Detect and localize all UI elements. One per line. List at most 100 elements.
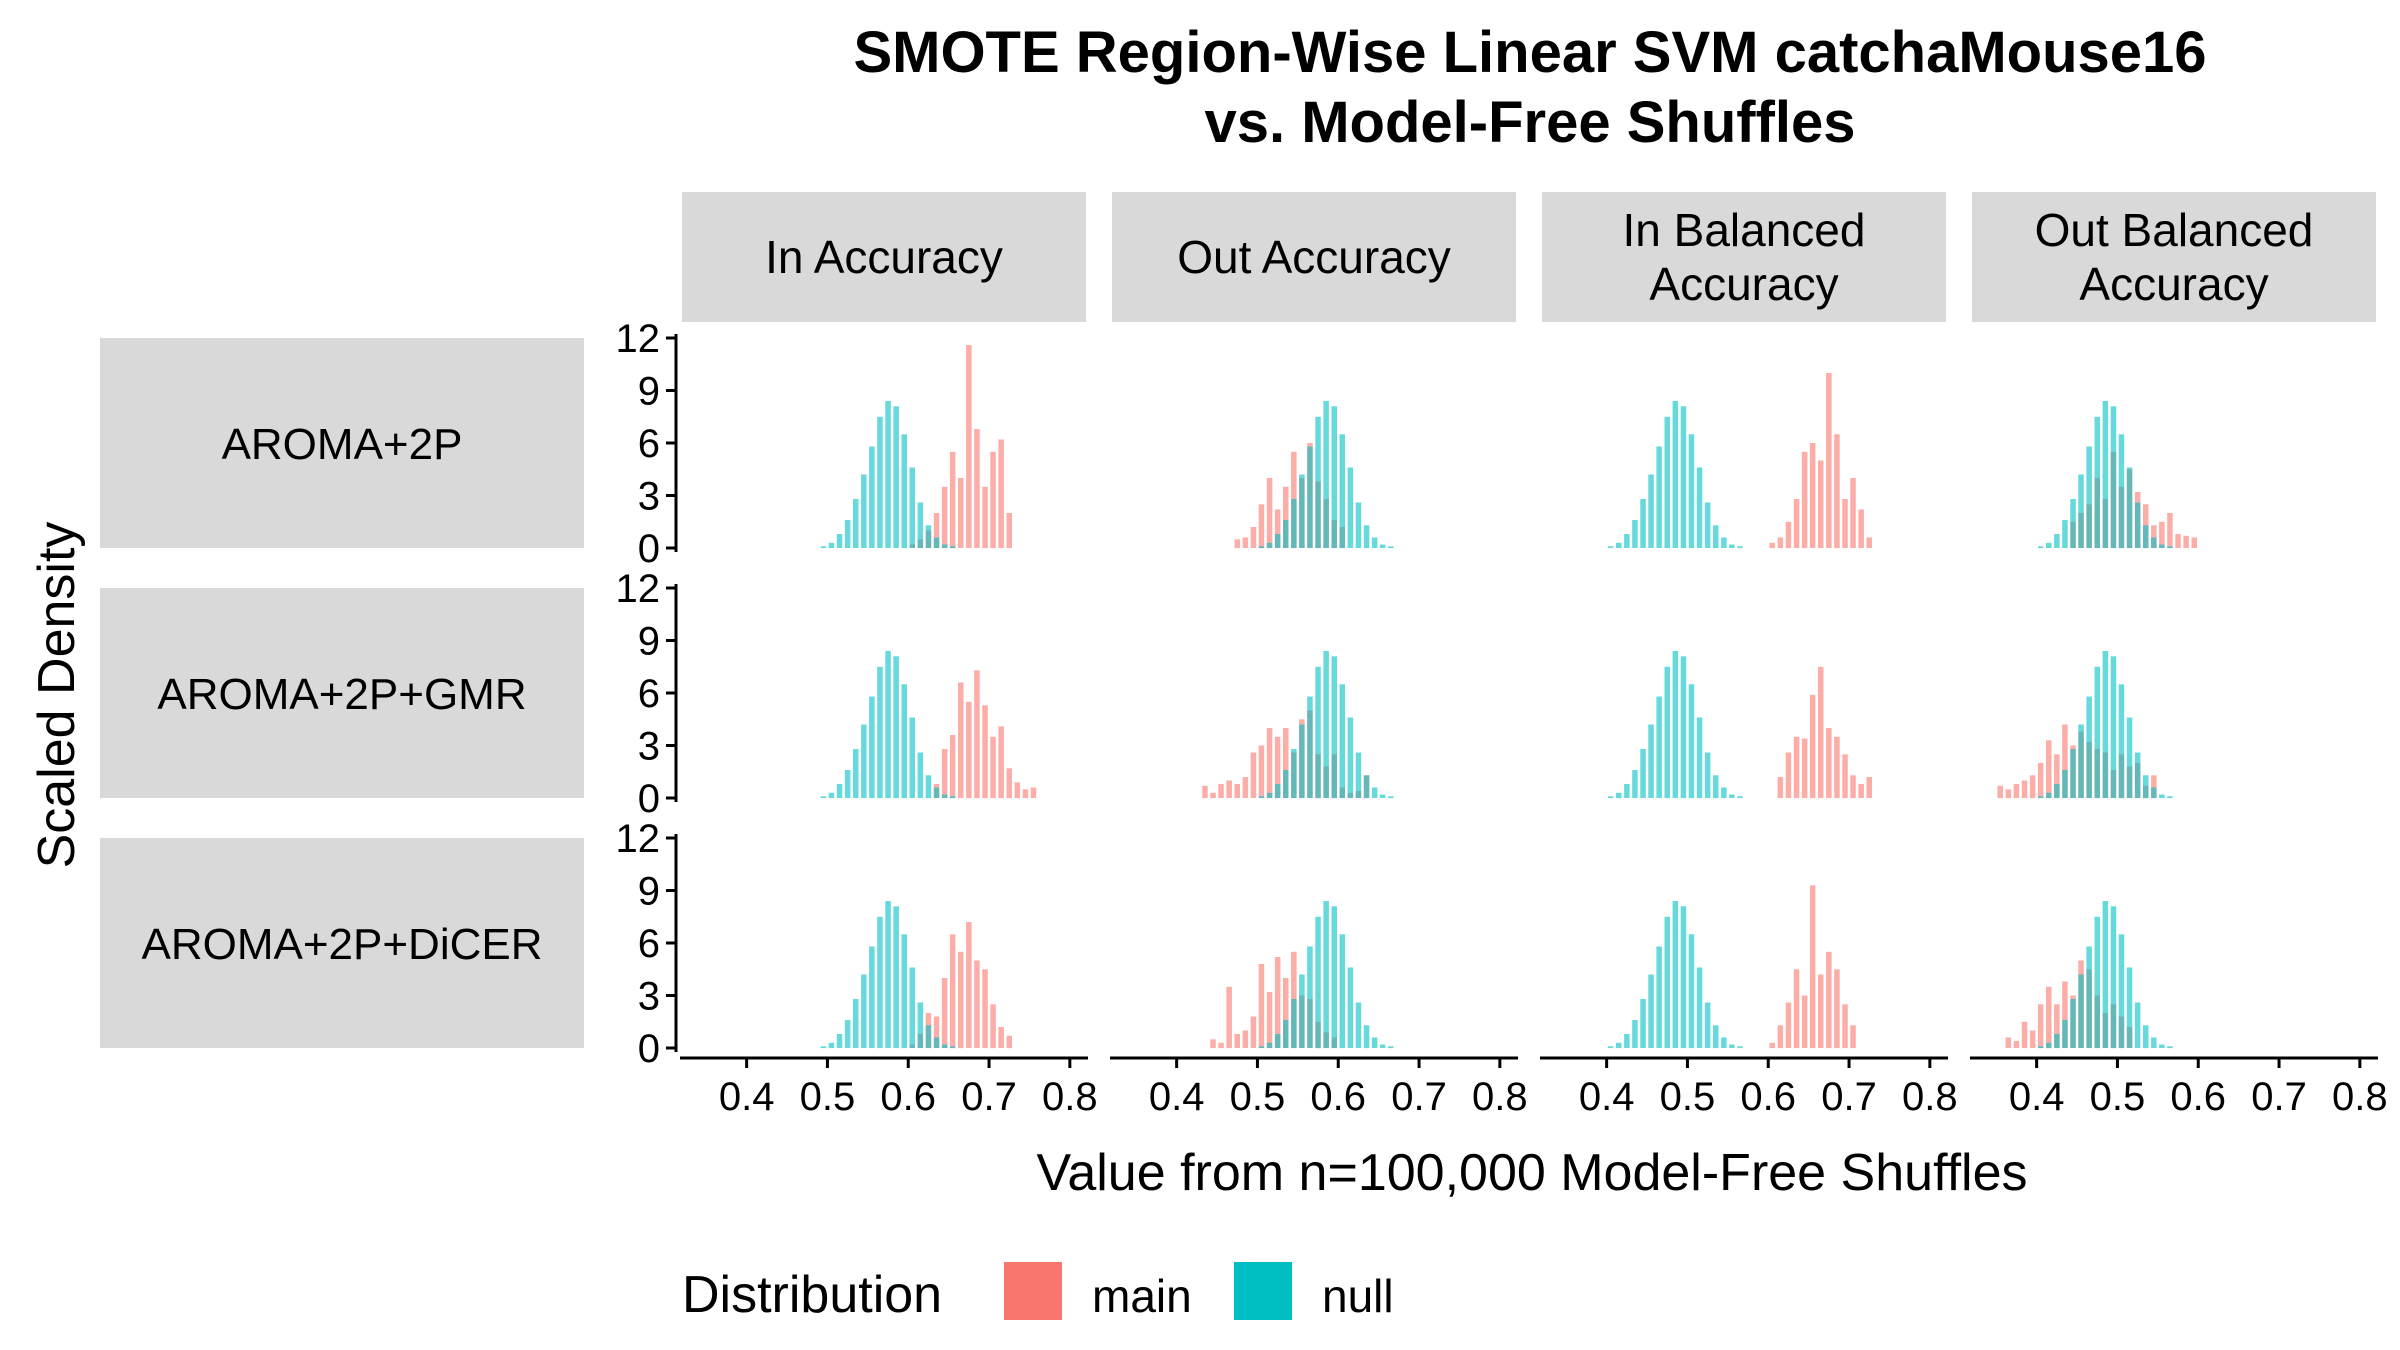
bar-null xyxy=(2062,520,2068,548)
row-strip-label: AROMA+2P+GMR xyxy=(157,670,526,719)
bar-null xyxy=(836,784,843,798)
bar-null xyxy=(1347,967,1354,1048)
bar-null xyxy=(1688,434,1695,549)
bar-null xyxy=(1656,446,1662,548)
bar-main xyxy=(1769,542,1775,549)
bar-null xyxy=(1640,499,1646,548)
bar-null xyxy=(1379,794,1386,798)
panel xyxy=(1997,651,2173,799)
bar-null xyxy=(1315,916,1321,1049)
bar-main xyxy=(1858,784,1864,798)
bar-main xyxy=(1793,736,1800,799)
bar-main xyxy=(998,439,1004,548)
bar-null xyxy=(1713,775,1719,799)
bar-null xyxy=(1371,537,1378,548)
bar-null xyxy=(925,775,932,799)
panel xyxy=(1607,373,1872,549)
chart-title: SMOTE Region-Wise Linear SVM catchaMouse… xyxy=(853,20,2206,155)
bar-null xyxy=(2102,401,2109,548)
bar-main xyxy=(1793,969,1800,1049)
bar-null xyxy=(1729,794,1735,798)
bar-null xyxy=(1729,1044,1735,1048)
column-strip-label: In Accuracy xyxy=(765,231,1003,283)
bar-main xyxy=(1202,785,1208,799)
bar-main xyxy=(1022,789,1029,799)
bar-null xyxy=(1388,546,1394,549)
bar-main xyxy=(2046,986,2052,1049)
bar-main xyxy=(1250,527,1257,548)
bar-main xyxy=(2062,981,2068,1048)
bar-main xyxy=(1234,1034,1240,1048)
bar-main xyxy=(2005,1037,2012,1048)
bar-null xyxy=(1299,974,1305,1048)
bar-main xyxy=(2029,1030,2036,1048)
bar-main xyxy=(2151,525,2157,549)
bar-null xyxy=(917,1002,924,1048)
y-tick-label: 9 xyxy=(638,370,660,414)
bar-main xyxy=(1866,777,1872,798)
bar-main xyxy=(1842,499,1848,548)
bar-null xyxy=(2102,901,2109,1048)
panel xyxy=(1210,901,1394,1049)
bar-null xyxy=(2054,784,2060,798)
panel xyxy=(820,651,1037,799)
column-strip xyxy=(1542,192,1946,322)
bar-null xyxy=(1347,467,1354,548)
bar-null xyxy=(2037,546,2044,549)
bar-main xyxy=(1809,443,1816,548)
bar-null xyxy=(1299,724,1305,798)
bar-null xyxy=(1379,1044,1386,1048)
bar-null xyxy=(1258,546,1265,549)
bar-null xyxy=(1266,542,1273,549)
y-tick-label: 0 xyxy=(638,1027,660,1071)
bar-main xyxy=(1809,694,1816,799)
bar-null xyxy=(1656,696,1662,798)
bar-main xyxy=(949,934,956,1049)
bar-null xyxy=(949,546,956,549)
histogram-panels xyxy=(820,345,2197,1049)
bar-main xyxy=(2159,521,2165,549)
bar-null xyxy=(1355,752,1362,798)
bar-null xyxy=(909,717,915,798)
bar-main xyxy=(1818,974,1824,1048)
bar-null xyxy=(1640,749,1646,798)
bar-null xyxy=(1283,770,1289,798)
bar-main xyxy=(1258,504,1265,549)
bar-null xyxy=(2037,1046,2044,1049)
bar-null xyxy=(1347,717,1354,798)
bar-null xyxy=(885,651,891,798)
legend-key-null xyxy=(1234,1262,1292,1320)
bar-null xyxy=(2167,796,2173,799)
y-tick-label: 12 xyxy=(616,317,661,361)
bar-null xyxy=(869,696,875,798)
bar-null xyxy=(1713,1025,1719,1049)
bar-main xyxy=(2021,780,2028,798)
bar-null xyxy=(2143,525,2149,549)
bar-main xyxy=(1793,499,1800,548)
bar-null xyxy=(2070,499,2076,548)
bar-null xyxy=(1624,784,1630,798)
bar-null xyxy=(2070,999,2076,1048)
x-tick-label: 0.8 xyxy=(1042,1075,1098,1119)
bar-null xyxy=(933,537,940,548)
y-tick-label: 12 xyxy=(616,567,661,611)
bar-null xyxy=(1315,666,1321,799)
x-tick-label: 0.4 xyxy=(1149,1075,1205,1119)
bar-null xyxy=(1632,520,1638,548)
bar-main xyxy=(1818,666,1824,799)
panel xyxy=(1607,885,1856,1049)
bar-null xyxy=(836,1034,843,1048)
bar-null xyxy=(853,499,859,548)
x-tick-label: 0.5 xyxy=(800,1075,856,1119)
y-tick-label: 9 xyxy=(638,620,660,664)
column-strip-label: Accuracy xyxy=(1649,258,1838,310)
bar-main xyxy=(1777,777,1784,798)
bar-null xyxy=(1323,651,1329,798)
bar-null xyxy=(1640,999,1646,1048)
row-strip xyxy=(100,838,584,1048)
bar-null xyxy=(1696,717,1703,798)
x-tick-label: 0.6 xyxy=(880,1075,936,1119)
bar-null xyxy=(941,794,948,798)
bar-null xyxy=(885,901,891,1048)
legend-title: Distribution xyxy=(682,1266,942,1324)
